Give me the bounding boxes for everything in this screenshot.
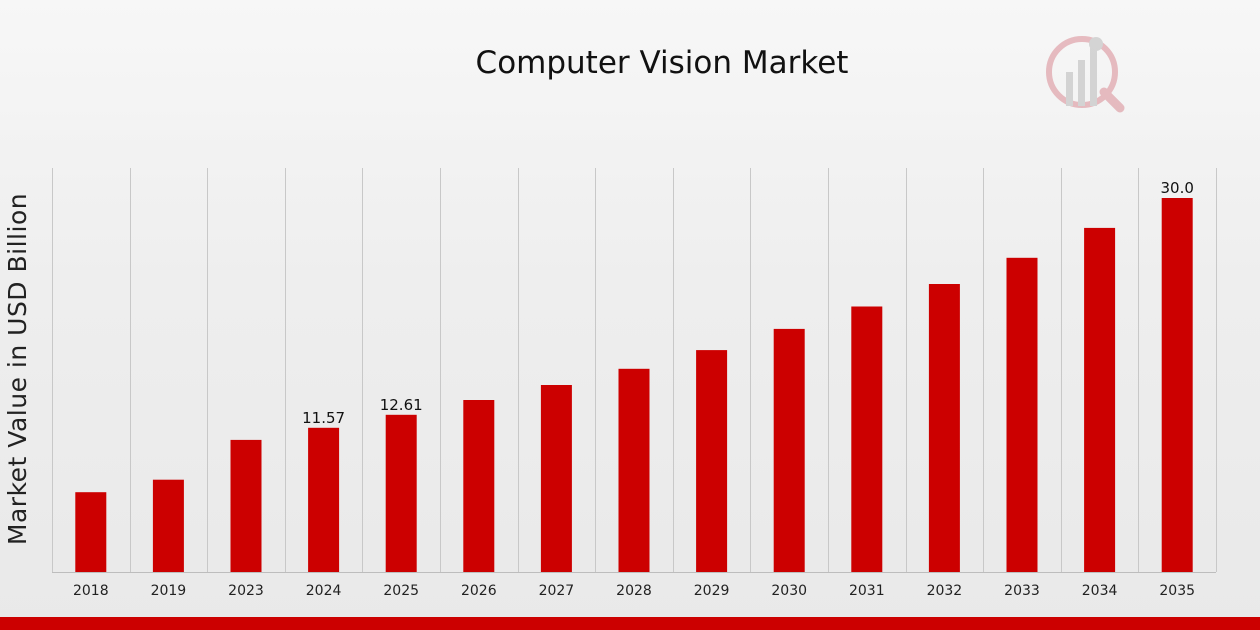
x-tick-label: 2027	[539, 583, 575, 599]
x-tick-label: 2023	[228, 583, 264, 599]
data-labels: 11.57 12.61 30.0	[302, 179, 1194, 427]
x-tick-label: 2032	[927, 583, 963, 599]
x-tick-label: 2019	[151, 583, 187, 599]
bar-2028	[618, 368, 650, 572]
chart: Computer Vision Market Market Value in U…	[3, 36, 1217, 599]
x-tick-label: 2029	[694, 583, 730, 599]
x-tick-label: 2025	[383, 583, 419, 599]
bar-2030	[773, 328, 805, 572]
bar-2018	[75, 492, 107, 572]
chart-title: Computer Vision Market	[476, 45, 849, 81]
bottom-accent-bar	[0, 617, 1260, 630]
bar-2035	[1161, 198, 1193, 572]
x-tick-label: 2034	[1082, 583, 1118, 599]
bars	[75, 198, 1193, 572]
bar-2024	[308, 427, 340, 572]
bar-2033	[1006, 257, 1038, 572]
x-tick-label: 2024	[306, 583, 342, 599]
data-label-2035: 30.0	[1160, 179, 1193, 197]
data-label-2025: 12.61	[380, 396, 423, 414]
bar-2023	[230, 439, 262, 572]
bar-2025	[385, 414, 417, 572]
x-tick-labels: 2018 2019 2023 2024 2025 2026 2027 2028 2029 2030…	[73, 583, 1195, 599]
x-tick-label: 2018	[73, 583, 109, 599]
y-axis-label: Market Value in USD Billion	[3, 193, 32, 545]
bar-2026	[463, 400, 495, 572]
x-tick-label: 2033	[1004, 583, 1040, 599]
bar-2019	[152, 479, 184, 572]
logo	[1046, 36, 1125, 113]
x-tick-label: 2026	[461, 583, 497, 599]
x-tick-label: 2028	[616, 583, 652, 599]
bar-2029	[696, 350, 728, 572]
data-label-2024: 11.57	[302, 409, 345, 427]
x-tick-label: 2030	[771, 583, 807, 599]
bar-2031	[851, 306, 883, 572]
bar-2034	[1084, 227, 1116, 572]
x-tick-label: 2031	[849, 583, 885, 599]
x-tick-label: 2035	[1159, 583, 1195, 599]
bar-2027	[540, 385, 572, 572]
gridlines	[52, 168, 1217, 572]
bar-2032	[928, 284, 960, 572]
